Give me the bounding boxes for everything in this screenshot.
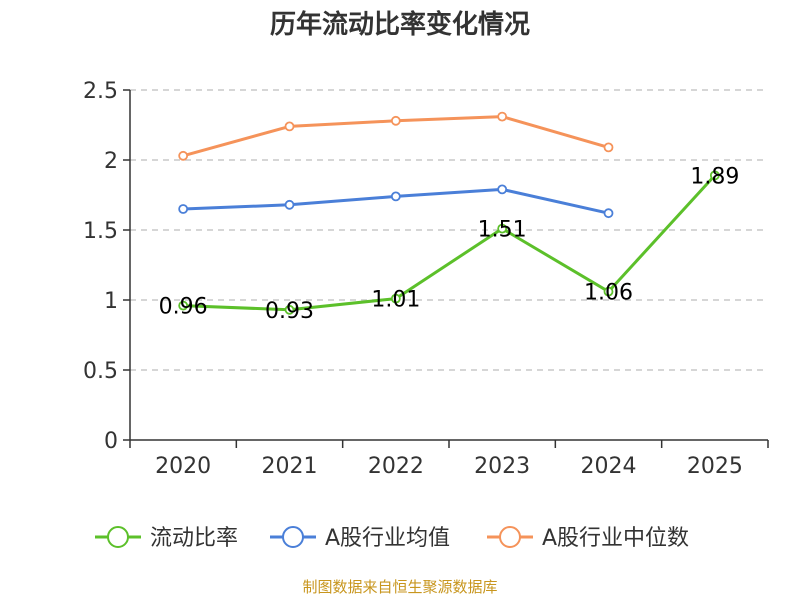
data-label: 0.93: [265, 299, 314, 324]
data-label: 1.51: [478, 218, 527, 243]
series-layer: [178, 111, 720, 315]
y-tick-label: 2.5: [83, 79, 118, 104]
y-tick-label: 1: [104, 289, 118, 314]
data-point[interactable]: [390, 293, 401, 304]
x-tick-label: 2021: [262, 454, 318, 479]
series-line-0: [183, 174, 716, 312]
x-tick-label: 2023: [474, 454, 530, 479]
data-point[interactable]: [603, 142, 614, 153]
axes: 0 0.5 1 1.5 2 2.5 2020 2021 2022 2023 2024 2025: [83, 79, 769, 479]
data-point[interactable]: [178, 204, 189, 214]
chart-title: 历年流动比率变化情况: [270, 9, 530, 40]
data-label: 1.01: [371, 288, 420, 313]
data-point[interactable]: [497, 223, 508, 234]
legend-marker[interactable]: [499, 526, 521, 548]
data-label: 0.96: [159, 295, 208, 320]
data-point[interactable]: [497, 111, 508, 122]
legend: 流动比率 A股行业均值 A股行业中位数: [95, 526, 689, 551]
data-point[interactable]: [284, 304, 295, 315]
data-point[interactable]: [603, 208, 614, 219]
data-point[interactable]: [284, 121, 295, 132]
source-note: 制图数据来自恒生聚源数据库: [302, 578, 497, 596]
data-point[interactable]: [284, 199, 295, 210]
x-tick-label: 2024: [581, 454, 637, 479]
legend-marker[interactable]: [282, 526, 304, 548]
x-tick-label: 2022: [368, 454, 424, 479]
data-label: 1.06: [584, 281, 633, 306]
data-point[interactable]: [178, 300, 189, 311]
data-point[interactable]: [603, 286, 614, 297]
y-tick-label: 0: [104, 429, 118, 454]
data-label: 1.89: [690, 164, 739, 189]
legend-label[interactable]: A股行业均值: [325, 526, 450, 551]
data-point[interactable]: [390, 191, 401, 202]
y-tick-label: 0.5: [83, 359, 118, 384]
legend-label[interactable]: A股行业中位数: [542, 526, 689, 551]
data-labels: 0.96 0.93 1.01 1.51 1.06 1.89: [159, 164, 740, 323]
legend-label[interactable]: 流动比率: [150, 526, 238, 551]
x-tick-label: 2025: [687, 454, 743, 479]
data-point[interactable]: [497, 184, 508, 195]
x-tick-label: 2020: [155, 454, 211, 479]
y-tick-label: 1.5: [83, 219, 118, 244]
legend-marker[interactable]: [107, 526, 129, 548]
data-point[interactable]: [709, 170, 720, 181]
data-point[interactable]: [178, 150, 189, 161]
data-point[interactable]: [390, 115, 401, 126]
y-tick-label: 2: [104, 149, 118, 174]
grid-lines: [130, 89, 768, 371]
